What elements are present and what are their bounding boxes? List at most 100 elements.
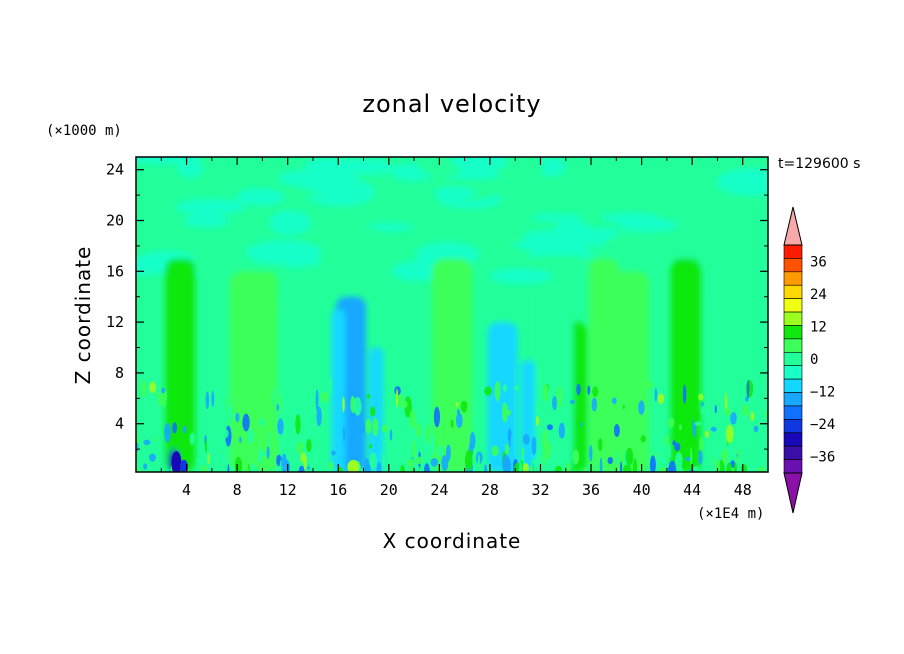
- colorbar-tick-label: 24: [810, 287, 827, 303]
- contour-speckle: [698, 393, 704, 401]
- contour-speckle: [694, 421, 702, 426]
- contour-speckle: [622, 404, 625, 410]
- contour-speckle: [763, 428, 766, 444]
- contour-speckle: [182, 425, 187, 434]
- contour-speckle: [733, 462, 737, 472]
- x-tick-label: 36: [582, 481, 600, 499]
- contour-speckle: [558, 422, 565, 439]
- contour-speckle: [331, 450, 336, 456]
- contour-speckle: [483, 464, 488, 472]
- contour-blob: [338, 227, 383, 238]
- contour-speckle: [742, 404, 749, 417]
- colorbar-segment: [783, 445, 803, 460]
- contour-speckle: [559, 441, 564, 448]
- contour-speckle: [196, 457, 200, 464]
- contour-speckle: [484, 386, 492, 396]
- plot-frame: [135, 156, 769, 473]
- contour-speckle: [576, 413, 582, 428]
- contour-speckle: [400, 464, 405, 472]
- contour-speckle: [433, 406, 441, 428]
- colorbar-tick-label: 0: [810, 352, 818, 368]
- contour-column: [533, 284, 574, 472]
- contour-speckle: [388, 401, 394, 413]
- contour-blob: [277, 169, 359, 188]
- contour-blob: [236, 188, 285, 206]
- contour-speckle: [227, 464, 230, 472]
- contour-speckle: [313, 426, 317, 434]
- colorbar-tick-label: 12: [810, 319, 827, 335]
- contour-speckle: [164, 422, 171, 443]
- contour-speckle: [712, 456, 715, 466]
- contour-speckle: [745, 380, 754, 398]
- contour-speckle: [222, 429, 229, 439]
- contour-speckle: [469, 450, 473, 457]
- contour-speckle: [616, 450, 619, 466]
- contour-speckle: [576, 383, 581, 396]
- contour-speckle: [620, 461, 623, 472]
- contour-speckle: [674, 442, 681, 452]
- contour-speckle: [205, 391, 210, 410]
- x-tick-label: 28: [481, 481, 499, 499]
- contour-blob: [203, 158, 286, 181]
- contour-speckle: [698, 449, 703, 466]
- contour-speckle: [503, 456, 512, 472]
- colorbar-segment: [783, 432, 803, 447]
- contour-speckle: [518, 462, 523, 472]
- contour-speckle: [521, 447, 525, 456]
- colorbar-segment: [783, 459, 803, 474]
- contour-speckle: [607, 456, 614, 465]
- contour-speckle: [438, 400, 441, 410]
- contour-speckle: [283, 459, 291, 472]
- colorbar-segment: [783, 405, 803, 420]
- y-tick-label: 24: [106, 161, 124, 179]
- x-tick-label: 48: [734, 481, 752, 499]
- contour-speckle: [376, 462, 382, 472]
- contour-speckle: [277, 418, 284, 435]
- contour-speckle: [693, 466, 699, 471]
- contour-column: [495, 334, 510, 472]
- contour-speckle: [535, 415, 540, 427]
- contour-speckle: [611, 397, 617, 405]
- contour-speckle: [406, 459, 411, 467]
- contour-speckle: [136, 467, 141, 472]
- y-axis-label: Z coordinate: [71, 246, 95, 385]
- contour-speckle: [750, 411, 755, 422]
- contour-speckle: [685, 456, 691, 462]
- colorbar-segment: [783, 351, 803, 367]
- contour-speckle: [638, 400, 645, 415]
- contour-blob: [518, 255, 603, 272]
- contour-speckle: [502, 384, 508, 392]
- contour-blob: [517, 161, 545, 175]
- contour-speckle: [700, 405, 708, 416]
- contour-speckle: [136, 438, 140, 444]
- contour-speckle: [423, 463, 430, 472]
- colorbar-segment: [783, 311, 803, 326]
- contour-speckle: [660, 449, 664, 455]
- y-axis-unit: (×1000 m): [46, 123, 122, 139]
- contour-speckle: [148, 453, 157, 462]
- contour-speckle: [342, 425, 346, 442]
- contour-speckle: [613, 423, 620, 438]
- contour-speckle: [739, 387, 745, 393]
- contour-speckle: [610, 441, 616, 447]
- y-tick-label: 12: [106, 313, 124, 331]
- contour-speckle: [699, 437, 704, 453]
- contour-speckle: [364, 463, 372, 472]
- contour-speckle: [328, 461, 334, 470]
- contour-speckle: [250, 463, 258, 472]
- contour-speckle: [632, 458, 638, 472]
- contour-speckle: [654, 388, 658, 402]
- contour-speckle: [381, 452, 386, 467]
- contour-speckle: [649, 455, 656, 472]
- chart-title: zonal velocity: [362, 90, 541, 118]
- contour-speckle: [477, 454, 481, 472]
- x-tick-label: 12: [279, 481, 297, 499]
- contour-column: [331, 309, 346, 472]
- contour-speckle: [265, 380, 272, 394]
- contour-column: [710, 296, 751, 472]
- contour-blob: [604, 244, 635, 257]
- contour-speckle: [258, 418, 265, 427]
- colorbar: 36 24 12 0 −12 −24 −36: [783, 206, 835, 514]
- contour-speckle: [225, 405, 234, 421]
- contour-speckle: [631, 419, 637, 428]
